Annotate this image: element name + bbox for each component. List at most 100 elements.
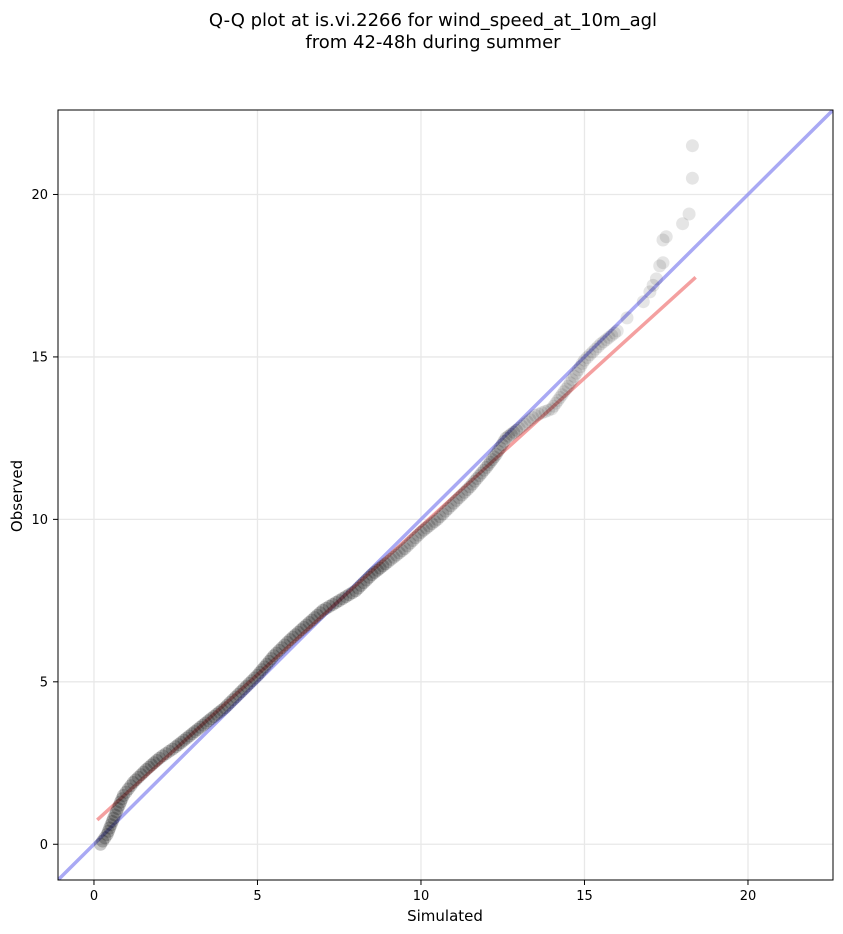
data-point — [392, 546, 406, 560]
data-point — [475, 466, 489, 480]
data-point — [379, 557, 392, 571]
data-point — [109, 805, 123, 819]
data-point — [561, 379, 575, 393]
data-point — [403, 536, 417, 550]
data-point — [685, 139, 699, 153]
data-point — [332, 594, 346, 608]
data-point — [588, 342, 602, 356]
data-point — [489, 447, 503, 461]
data-point — [94, 837, 107, 851]
data-point — [336, 592, 349, 606]
data-point — [103, 821, 117, 835]
data-point — [185, 727, 199, 741]
data-point — [605, 328, 619, 342]
data-point — [441, 502, 455, 515]
data-point — [218, 701, 232, 715]
data-point — [191, 723, 204, 736]
data-point — [580, 351, 594, 364]
data-point — [313, 606, 327, 620]
data-point — [107, 811, 121, 825]
data-point — [591, 340, 605, 354]
data-point — [573, 360, 587, 374]
data-point — [166, 742, 179, 756]
data-point — [260, 657, 274, 671]
data-point — [636, 295, 650, 309]
data-point — [145, 758, 158, 772]
data-point — [676, 217, 690, 231]
x-tick-label: 5 — [253, 889, 261, 904]
data-point — [308, 611, 322, 625]
data-point — [659, 230, 673, 244]
data-point — [96, 834, 110, 848]
data-point — [387, 550, 401, 564]
data-point — [210, 707, 224, 721]
data-point — [594, 337, 608, 351]
data-point — [538, 405, 552, 418]
data-point — [294, 623, 308, 637]
data-point — [351, 581, 365, 595]
data-point — [477, 463, 491, 477]
data-point — [212, 705, 226, 719]
data-point — [653, 259, 667, 273]
data-point — [270, 646, 283, 660]
data-point — [108, 808, 122, 822]
data-point — [458, 485, 472, 499]
data-point — [499, 431, 513, 445]
data-point — [549, 396, 563, 410]
data-point — [571, 363, 585, 377]
data-point — [248, 671, 262, 685]
data-point — [370, 563, 384, 577]
data-point — [275, 641, 289, 655]
data-point — [542, 403, 555, 417]
x-axis-label: Simulated — [407, 907, 483, 925]
data-point — [245, 674, 259, 688]
data-point — [111, 802, 125, 815]
data-point — [116, 789, 130, 802]
data-point — [472, 469, 486, 483]
data-point — [265, 652, 278, 666]
plot-frame — [57, 109, 834, 881]
data-point — [98, 831, 112, 845]
data-point — [319, 601, 333, 615]
data-point — [240, 679, 254, 693]
data-point — [656, 256, 670, 270]
data-point — [237, 682, 251, 696]
data-point — [497, 434, 511, 448]
data-point — [510, 423, 523, 437]
data-point — [559, 382, 573, 396]
data-point — [515, 419, 529, 433]
data-point — [300, 618, 313, 632]
data-point — [563, 376, 577, 390]
x-ticks: 0 5 10 15 20 — [90, 880, 756, 904]
data-point — [305, 613, 319, 627]
y-tick-label: 15 — [31, 350, 48, 365]
data-point — [449, 493, 463, 507]
data-point — [555, 388, 569, 402]
data-point — [207, 710, 221, 723]
axes-frame-group — [57, 109, 834, 881]
data-point — [433, 510, 447, 524]
data-point — [395, 544, 409, 558]
data-point — [137, 765, 151, 779]
data-point — [129, 773, 143, 787]
data-point — [452, 491, 466, 505]
data-point — [278, 638, 292, 652]
data-point — [349, 584, 363, 598]
data-point — [286, 630, 300, 644]
data-point — [502, 429, 516, 443]
identity-line — [58, 110, 833, 880]
data-point — [126, 776, 140, 789]
data-point — [583, 348, 597, 362]
fit-line — [96, 276, 697, 822]
data-point — [142, 760, 156, 774]
data-point — [223, 695, 237, 709]
data-point — [535, 406, 549, 420]
data-point — [504, 427, 518, 441]
data-point — [551, 393, 565, 407]
data-point — [365, 568, 379, 582]
data-point — [599, 333, 613, 347]
data-point — [291, 625, 305, 639]
data-point — [507, 425, 521, 439]
points-group — [94, 139, 699, 851]
